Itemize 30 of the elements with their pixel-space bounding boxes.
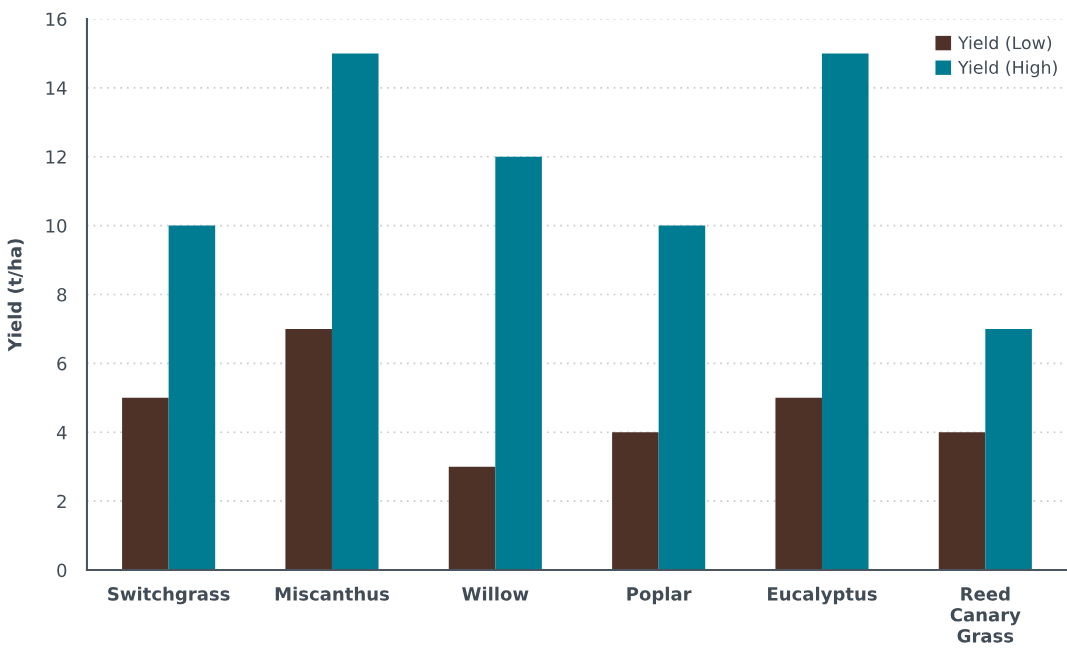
y-tick-label: 12 bbox=[46, 150, 66, 164]
bar bbox=[938, 432, 986, 571]
bar bbox=[331, 53, 379, 571]
y-tick-label: 2 bbox=[57, 494, 66, 509]
legend-label: Yield (High) bbox=[957, 60, 1057, 78]
y-tick-label: 0 bbox=[57, 563, 67, 578]
bar bbox=[285, 328, 332, 571]
bar bbox=[775, 397, 822, 571]
x-tick-label: Poplar bbox=[627, 586, 692, 605]
bar bbox=[495, 156, 542, 571]
bar bbox=[658, 225, 706, 571]
x-tick-label: Eucalyptus bbox=[768, 586, 877, 605]
x-tick-label: Reed Canary Grass bbox=[950, 586, 1021, 643]
x-tick-label: Willow bbox=[462, 586, 529, 601]
y-tick-label: 8 bbox=[57, 287, 67, 302]
y-tick-label: 14 bbox=[46, 81, 67, 95]
y-tick-label: 4 bbox=[56, 425, 67, 440]
y-tick-label: 10 bbox=[46, 219, 67, 233]
x-tick-label: Switchgrass bbox=[108, 586, 230, 605]
y-axis-title: Yield (t/ha) bbox=[7, 239, 24, 352]
bar bbox=[168, 225, 216, 571]
bar bbox=[612, 432, 659, 571]
bar bbox=[821, 53, 869, 571]
bar bbox=[122, 397, 169, 571]
x-tick-label: Miscanthus bbox=[275, 586, 389, 601]
y-tick-label: 16 bbox=[46, 12, 67, 27]
y-tick-label: 6 bbox=[57, 356, 67, 371]
bar bbox=[448, 466, 496, 571]
bar bbox=[985, 328, 1032, 571]
legend-label: Yield (Low) bbox=[957, 35, 1052, 52]
